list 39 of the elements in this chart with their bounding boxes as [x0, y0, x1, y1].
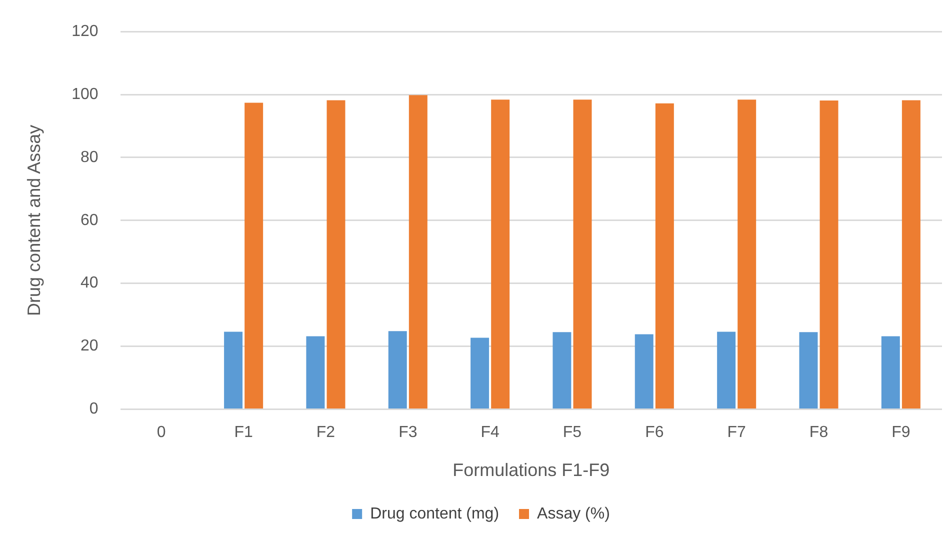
x-tick-label: F1 [234, 424, 253, 442]
x-tick-label: F3 [398, 424, 418, 442]
bar [388, 331, 407, 408]
bar [902, 100, 920, 408]
bar [491, 100, 510, 408]
x-tick-label: F7 [727, 424, 746, 442]
y-tick-label: 80 [80, 148, 98, 166]
x-tick-label: F2 [316, 424, 336, 442]
bar [306, 336, 325, 408]
bar [738, 100, 756, 408]
x-tick-label: 0 [156, 424, 166, 442]
x-tick-label: F5 [562, 424, 582, 442]
y-tick-label: 20 [80, 338, 98, 355]
y-tick-label: 120 [72, 23, 98, 40]
bar [470, 338, 490, 408]
y-tick-label: 60 [80, 212, 98, 229]
bar [820, 100, 838, 408]
bar [552, 332, 572, 408]
legend-label: Drug content (mg) [370, 505, 500, 522]
y-tick-label: 40 [80, 274, 98, 292]
bar [573, 100, 592, 408]
x-tick-label: F6 [645, 424, 664, 442]
bar [326, 100, 346, 408]
y-tick-label: 100 [72, 86, 98, 103]
x-tick-label: F9 [892, 424, 910, 442]
legend-label: Assay (%) [537, 505, 610, 522]
bar [244, 102, 264, 408]
y-tick-label: 0 [89, 400, 98, 418]
x-tick-label: F8 [809, 424, 828, 442]
bar [655, 103, 674, 408]
x-tick-label: F4 [480, 424, 500, 442]
bar [634, 334, 654, 408]
bar [881, 336, 900, 408]
y-axis-title: Drug content and Assay [24, 124, 44, 316]
bar [408, 95, 428, 408]
bar [224, 332, 243, 408]
bar [799, 332, 818, 408]
bar [717, 332, 736, 408]
x-axis-title: Formulations F1-F9 [452, 460, 610, 480]
